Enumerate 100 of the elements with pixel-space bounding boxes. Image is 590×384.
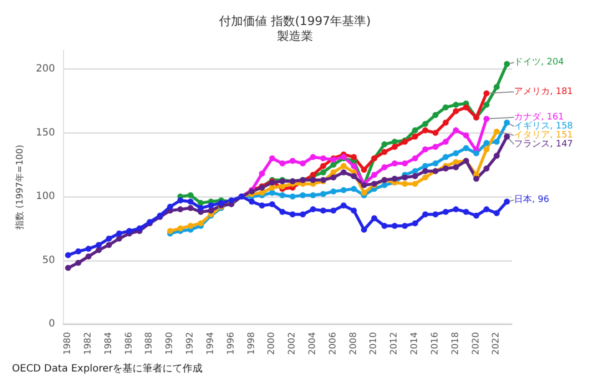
point: [361, 166, 368, 173]
point: [330, 162, 336, 168]
point: [392, 222, 398, 229]
point: [198, 220, 204, 226]
x-tick-label: 1998: [246, 332, 257, 355]
point: [504, 120, 510, 126]
point: [473, 150, 480, 156]
point: [442, 154, 449, 160]
point: [269, 190, 276, 196]
x-tick-label: 2012: [390, 332, 400, 355]
point: [422, 120, 428, 127]
point: [188, 198, 194, 205]
point: [361, 226, 368, 233]
point: [402, 222, 408, 229]
x-tick-label: 2002: [288, 332, 298, 355]
point: [86, 253, 92, 260]
point: [361, 190, 368, 196]
chart-title: 付加価値 指数(1997年基準): [218, 14, 371, 28]
point: [188, 222, 194, 229]
point: [432, 211, 438, 218]
point: [494, 84, 500, 90]
y-axis-title: 指数 (1997年=100): [14, 144, 26, 230]
annotation: カナダ, 161: [514, 111, 564, 122]
point: [320, 191, 326, 198]
point: [330, 169, 336, 176]
point: [320, 208, 326, 214]
point: [208, 208, 214, 214]
point: [106, 242, 112, 248]
point: [381, 222, 388, 229]
point: [167, 228, 174, 234]
point: [504, 61, 510, 68]
point: [106, 236, 112, 242]
point: [75, 260, 82, 266]
point: [177, 206, 184, 212]
point: [188, 205, 194, 212]
point: [300, 192, 306, 198]
point: [86, 246, 92, 252]
point: [320, 162, 326, 169]
point: [402, 180, 408, 187]
point: [381, 182, 388, 188]
point: [279, 183, 286, 190]
x-tick-label: 2008: [348, 332, 359, 355]
point: [269, 155, 276, 162]
point: [65, 264, 72, 271]
point: [412, 220, 418, 226]
point: [177, 225, 184, 232]
point: [494, 128, 500, 135]
point: [432, 160, 438, 166]
point: [392, 144, 398, 150]
x-tick-label: 2010: [369, 332, 380, 355]
point: [320, 155, 326, 162]
point: [96, 247, 102, 254]
point: [126, 228, 132, 234]
y-tick-label: 150: [36, 127, 55, 138]
x-tick-label: 2020: [471, 332, 482, 355]
x-tick-label: 2018: [450, 332, 461, 355]
point: [381, 148, 388, 155]
annotation: イギリス, 158: [514, 120, 574, 132]
point: [422, 146, 428, 152]
point: [483, 90, 490, 96]
point: [442, 104, 449, 110]
point: [350, 173, 357, 180]
point: [340, 162, 347, 169]
point: [258, 190, 265, 196]
point: [422, 174, 428, 180]
x-tick-label: 1982: [84, 332, 94, 355]
y-tick-label: 50: [42, 254, 55, 266]
point: [494, 152, 500, 159]
point: [269, 184, 276, 191]
point: [442, 138, 449, 145]
point: [340, 187, 347, 194]
point: [167, 204, 174, 210]
y-tick-label: 0: [48, 318, 55, 330]
point: [381, 141, 388, 148]
point: [494, 138, 500, 145]
point: [290, 211, 296, 218]
point: [473, 212, 480, 219]
point: [279, 160, 286, 166]
annotation: ドイツ, 204: [514, 58, 564, 68]
point: [350, 162, 357, 169]
point: [350, 154, 357, 160]
point: [402, 174, 408, 180]
x-tick-label: 1984: [104, 332, 114, 355]
point: [340, 202, 347, 208]
point: [412, 180, 418, 187]
point: [452, 108, 459, 114]
point: [116, 236, 122, 242]
point: [483, 116, 490, 122]
point: [279, 208, 286, 215]
point: [463, 145, 470, 152]
x-tick-label: 1988: [144, 332, 155, 355]
x-tick-label: 2014: [410, 332, 420, 355]
y-tick-label: 200: [36, 64, 55, 75]
point: [504, 134, 510, 140]
point: [300, 160, 306, 166]
point: [290, 158, 296, 164]
point: [452, 164, 459, 170]
point: [310, 154, 316, 160]
point: [483, 206, 490, 212]
annotation: アメリカ, 181: [514, 86, 573, 97]
